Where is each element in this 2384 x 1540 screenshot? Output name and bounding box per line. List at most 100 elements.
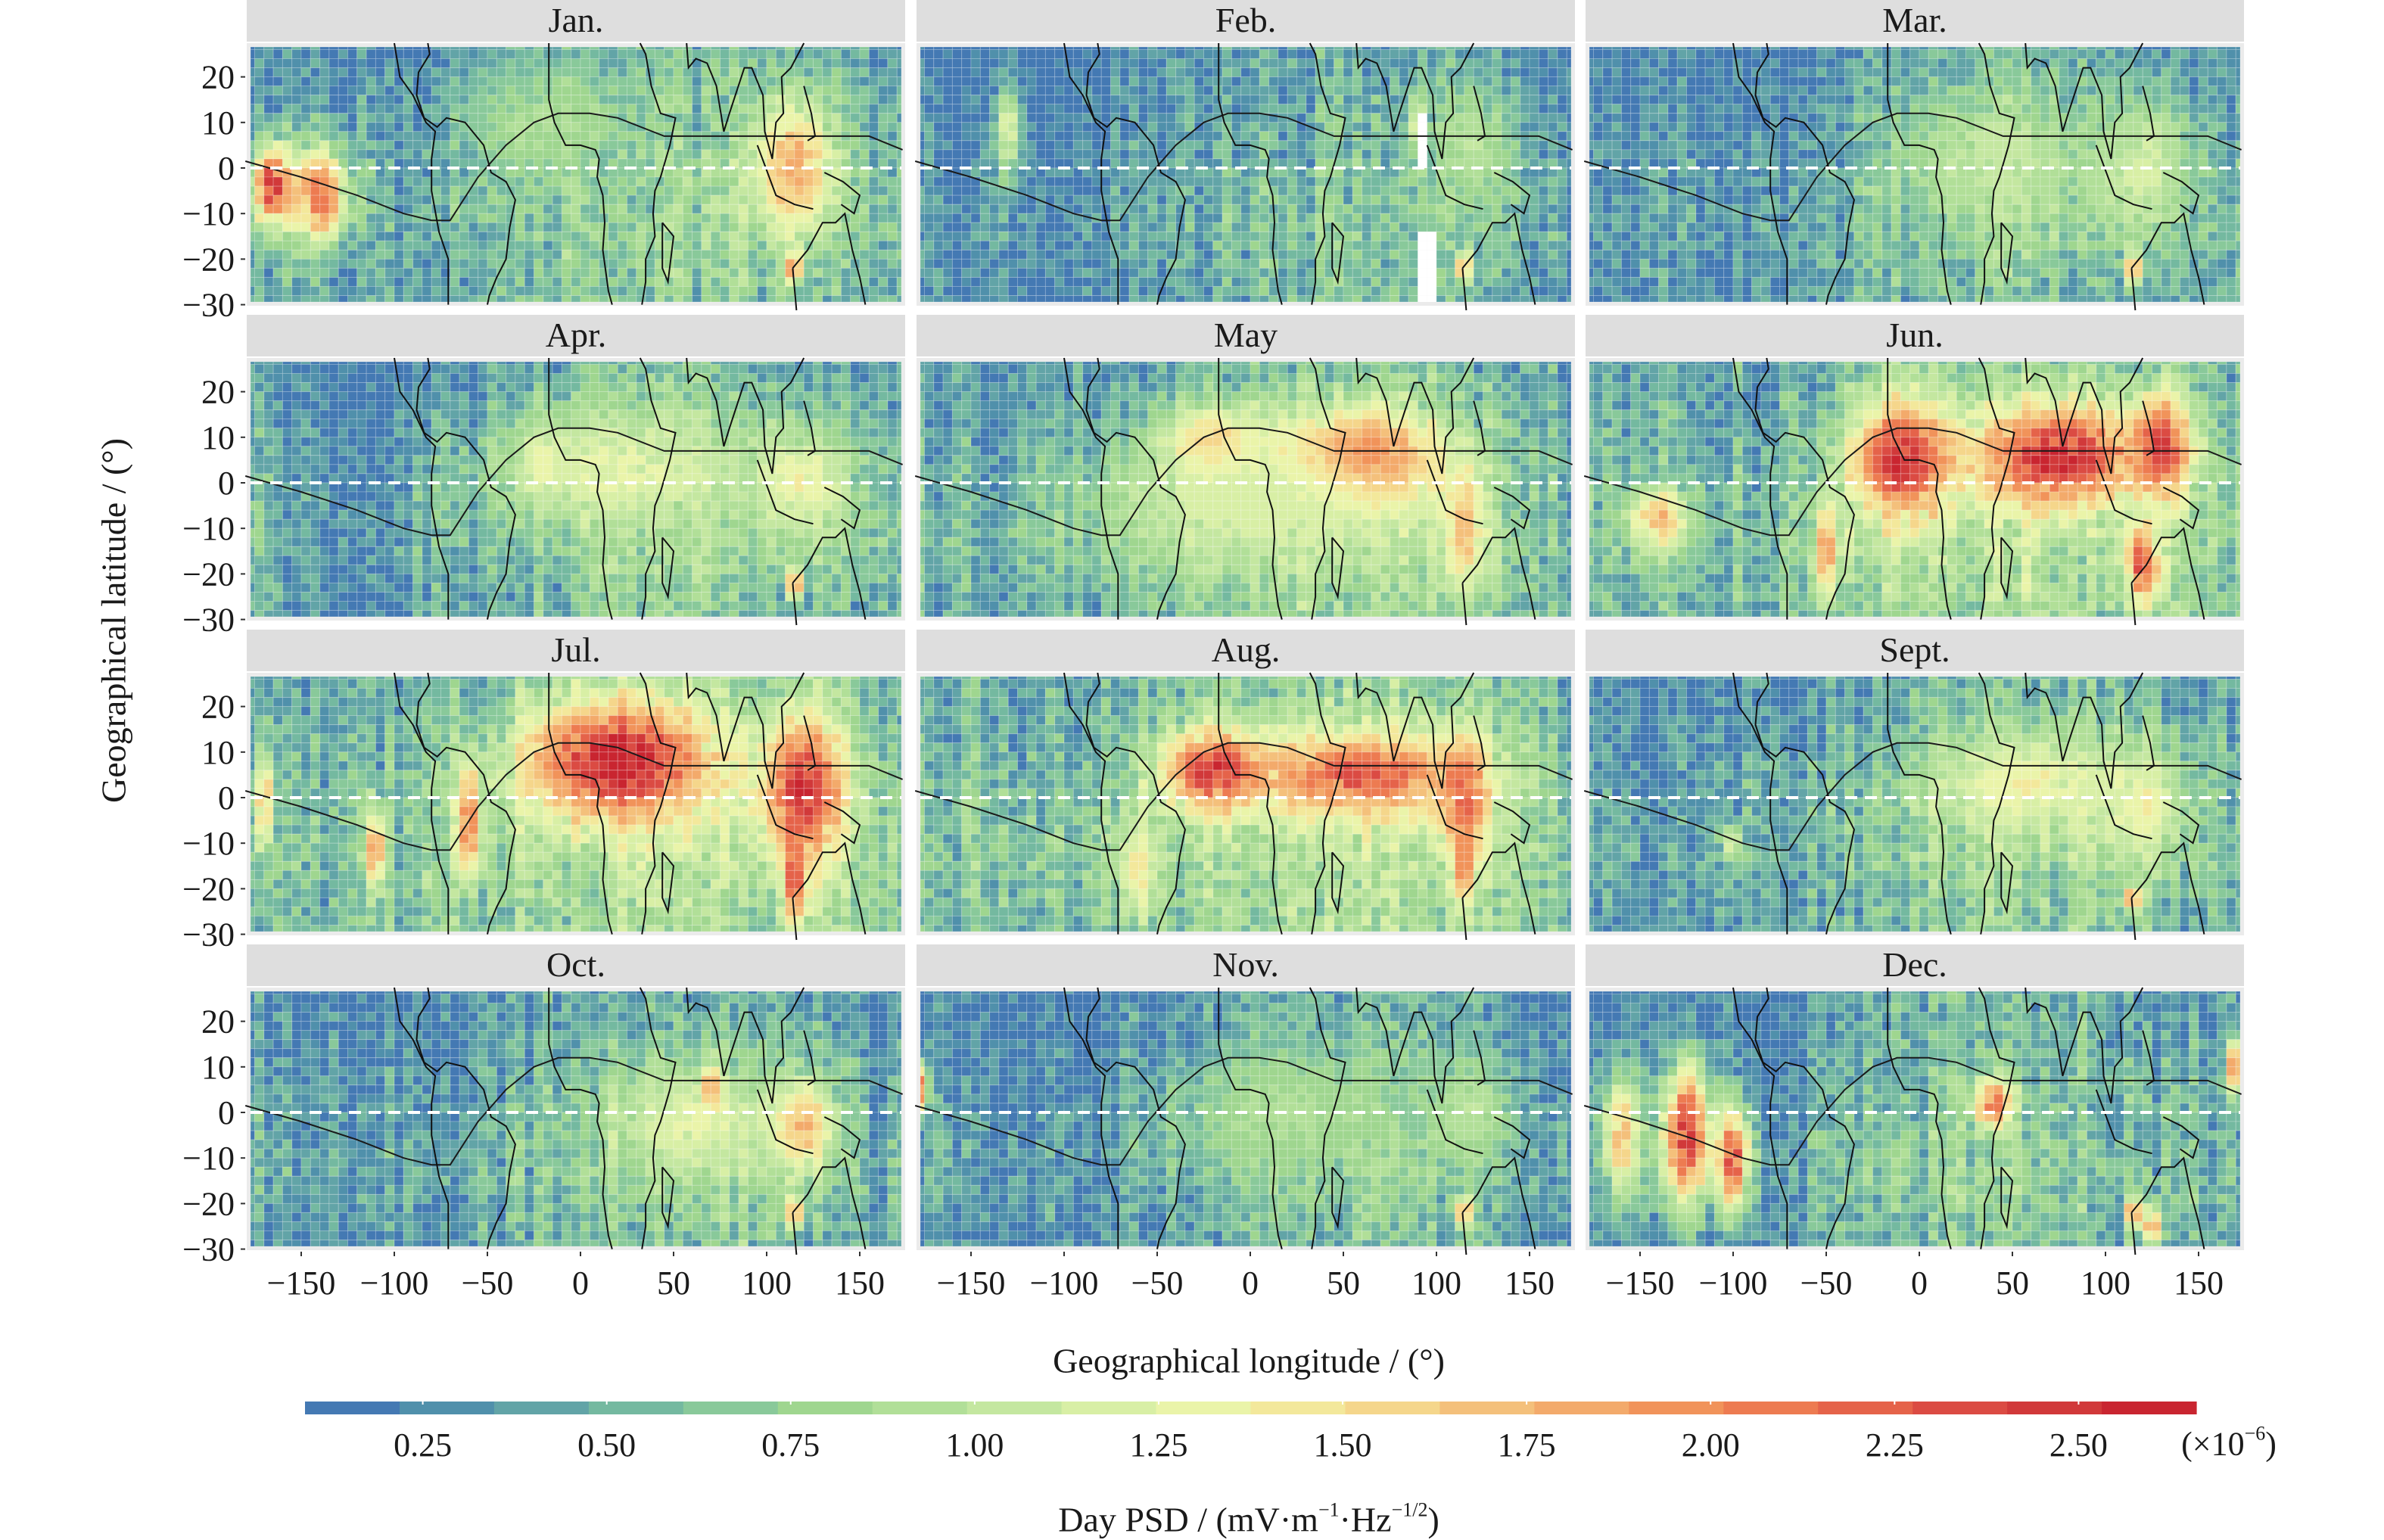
heatmap-cell [636,114,646,123]
heatmap-cell [1631,123,1640,132]
heatmap-cell [943,141,952,150]
heatmap-cell [1705,213,1714,222]
heatmap-cell [758,47,767,50]
heatmap-cell [1594,132,1603,141]
heatmap-cell [329,287,338,296]
heatmap-cell [422,95,431,104]
heatmap-cell [664,47,674,50]
heatmap-cell [1631,177,1640,186]
heatmap-cell [730,177,739,186]
heatmap-cell [655,141,664,150]
heatmap-cell [413,47,422,50]
heatmap-cell [608,241,618,250]
heatmap-cell [580,204,590,213]
heatmap-cell [1297,222,1306,232]
heatmap-cell [1539,278,1548,287]
heatmap-cell [730,141,739,150]
heatmap-cell [888,186,897,195]
heatmap-cell [683,114,692,123]
heatmap-cell [251,296,255,302]
heatmap-cell [1185,86,1194,95]
heatmap-cell [1640,50,1649,59]
heatmap-cell [748,195,757,204]
heatmap-cell [1166,250,1175,259]
heatmap-cell [1530,77,1539,86]
heatmap-cell [758,104,767,114]
heatmap-cell [1724,68,1733,77]
heatmap-cell [814,296,823,302]
heatmap-cell [1259,268,1268,277]
heatmap-cell [980,250,989,259]
heatmap-cell [310,222,319,232]
heatmap-cell [897,278,901,287]
heatmap-cell [1111,222,1120,232]
heatmap-cell [552,195,562,204]
heatmap-cell [1640,213,1649,222]
heatmap-cell [1446,50,1455,59]
heatmap-cell [925,177,934,186]
heatmap-cell [1687,50,1696,59]
heatmap-cell [1502,68,1511,77]
heatmap-cell [496,123,506,132]
heatmap-cell [1241,68,1250,77]
heatmap-cell [804,195,813,204]
heatmap-cell [1659,86,1668,95]
heatmap-cell [1176,259,1185,268]
heatmap-cell [1055,232,1064,241]
heatmap-cell [1733,177,1742,186]
heatmap-cell [1589,195,1594,204]
heatmap-cell [1418,204,1427,213]
heatmap-cell [1343,141,1352,150]
heatmap-cell [1733,186,1742,195]
heatmap-cell [1677,68,1686,77]
heatmap-cell [571,241,580,250]
heatmap-cell [375,296,384,302]
heatmap-cell [702,104,711,114]
heatmap-cell [1101,95,1110,104]
heatmap-cell [1138,259,1147,268]
heatmap-cell [1018,141,1027,150]
heatmap-cell [674,141,683,150]
heatmap-cell [646,141,655,150]
heatmap-cell [636,186,646,195]
heatmap-cell [971,204,980,213]
heatmap-cell [478,287,487,296]
heatmap-cell [1770,177,1779,186]
heatmap-cell [524,296,534,302]
heatmap-cell [1073,241,1082,250]
heatmap-cell [804,287,813,296]
heatmap-cell [273,296,282,302]
heatmap-cell [702,222,711,232]
heatmap-cell [580,132,590,141]
heatmap-cell [1446,186,1455,195]
heatmap-cell [1278,250,1287,259]
heatmap-cell [1761,296,1770,302]
heatmap-cell [1092,86,1101,95]
heatmap-cell [1640,77,1649,86]
heatmap-cell [301,222,310,232]
heatmap-cell [543,222,552,232]
heatmap-cell [943,287,952,296]
heatmap-cell [1530,86,1539,95]
heatmap-cell [403,50,412,59]
heatmap-cell [543,278,552,287]
heatmap-cell [487,250,496,259]
heatmap-cell [786,213,795,222]
heatmap-cell [1548,86,1558,95]
heatmap-cell [720,250,730,259]
heatmap-cell [990,123,999,132]
heatmap-cell [590,50,599,59]
heatmap-cell [683,287,692,296]
heatmap-cell [571,86,580,95]
heatmap-cell [338,150,347,159]
heatmap-cell [1659,77,1668,86]
heatmap-cell [1705,104,1714,114]
heatmap-cell [543,132,552,141]
heatmap-cell [1241,278,1250,287]
heatmap-cell [1724,186,1733,195]
heatmap-cell [692,287,702,296]
heatmap-cell [1306,47,1315,50]
heatmap-cell [730,195,739,204]
heatmap-cell [1649,268,1658,277]
heatmap-cell [506,114,515,123]
